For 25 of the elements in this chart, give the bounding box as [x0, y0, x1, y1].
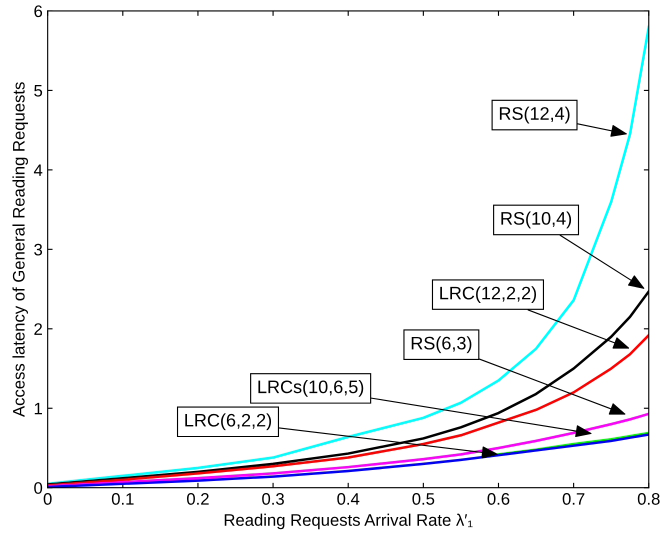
x-tick-label: 0.2	[187, 493, 209, 505]
x-axis-title: Reading Requests Arrival Rate λ′₁	[224, 514, 473, 530]
x-tick-label: 0.5	[412, 493, 434, 505]
annotation: RS(10,4)	[501, 212, 572, 228]
x-tick-label: 0.8	[638, 493, 660, 505]
annotation: RS(12,4)	[500, 106, 570, 124]
y-axis-title: Access latency of General Reading Requests	[12, 82, 28, 417]
y-tick-label: 4	[34, 164, 42, 176]
y-tick-label: 6	[34, 5, 42, 18]
annotation: RS(6,3)	[412, 336, 472, 354]
x-tick-label: 0.1	[112, 493, 134, 505]
y-tick-label: 3	[34, 244, 42, 256]
line-series	[48, 26, 649, 485]
annotation: LRC(6,2,2)	[185, 413, 272, 430]
x-tick-label: 0.4	[337, 493, 360, 505]
y-tick-label: 1	[34, 402, 42, 414]
annotation: LRCs(10,6,5)	[258, 380, 364, 397]
y-tick-label: 2	[34, 323, 42, 335]
x-tick-label: 0	[44, 493, 52, 505]
y-tick-label: 5	[34, 84, 42, 97]
x-tick-label: 0.3	[262, 493, 284, 505]
x-tick-label: 0.7	[562, 493, 584, 505]
annotation: LRC(12,2,2)	[440, 286, 536, 304]
x-tick-label: 0.6	[488, 493, 510, 505]
y-tick-label: 0	[34, 482, 42, 494]
